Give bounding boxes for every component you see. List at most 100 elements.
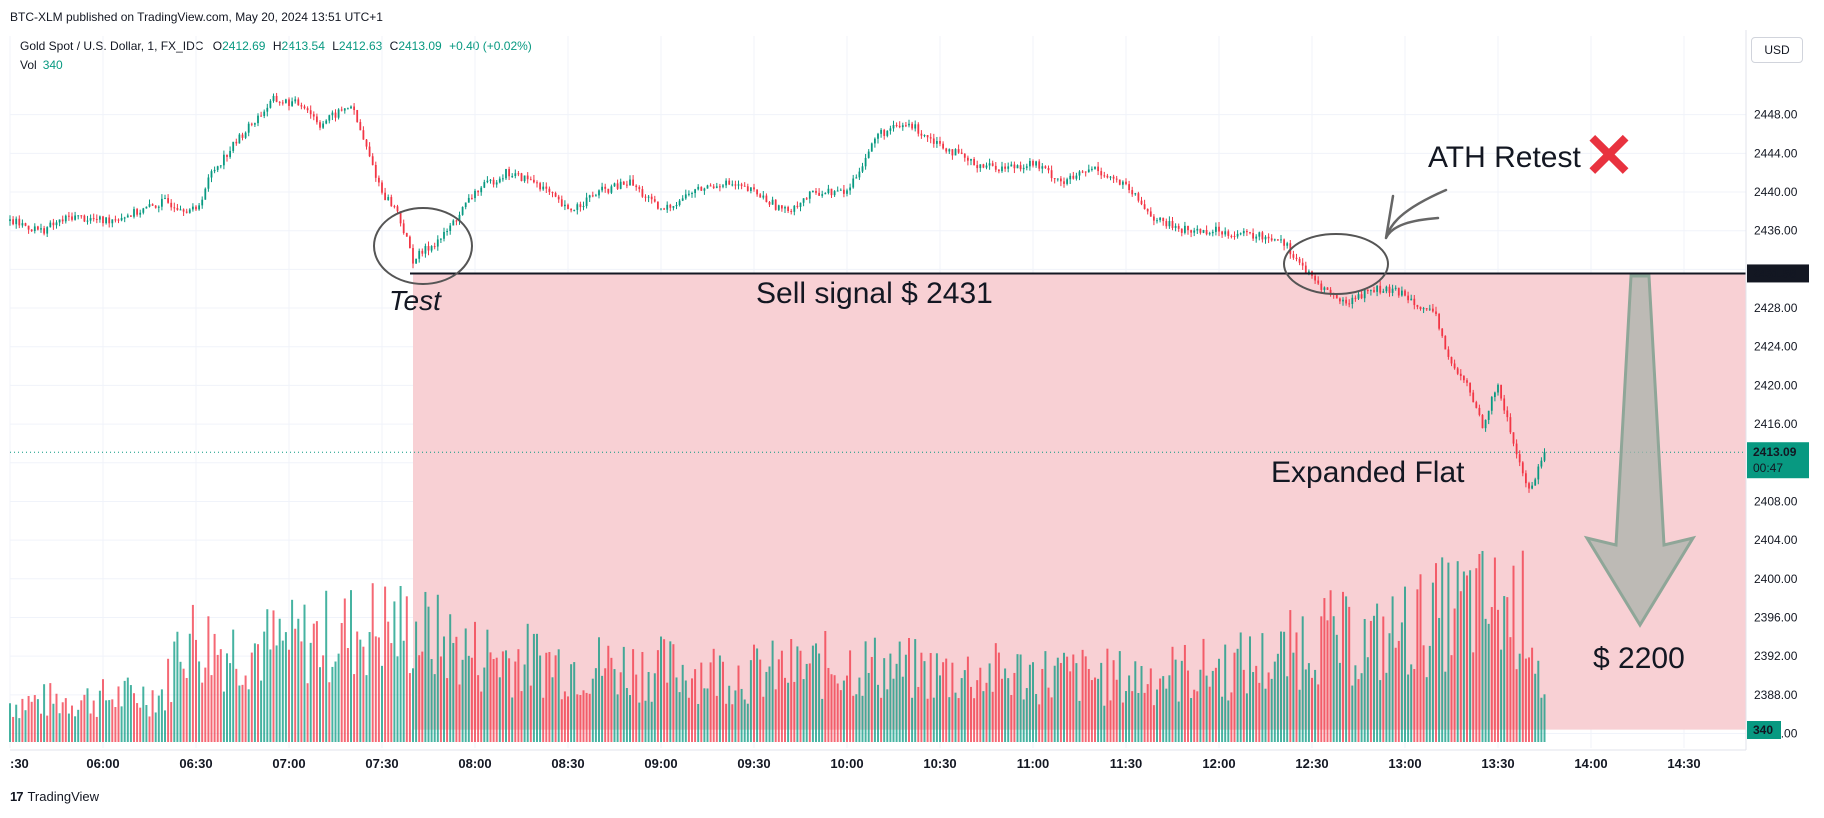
volume-bar — [182, 668, 185, 742]
volume-bar — [1304, 669, 1307, 742]
volume-bar — [532, 633, 535, 742]
candle-body — [1156, 220, 1158, 222]
volume-bar — [1199, 669, 1202, 742]
candle-body — [474, 190, 476, 199]
candle-body — [319, 122, 321, 128]
candle-body — [247, 123, 250, 133]
volume-bar — [148, 716, 151, 742]
volume-bar — [560, 699, 563, 742]
candle-body — [1497, 384, 1499, 393]
candle-body — [579, 204, 582, 208]
volume-bar — [319, 667, 321, 742]
candle-body — [449, 225, 452, 232]
candle-body — [1404, 290, 1406, 296]
candle-body — [1100, 171, 1103, 176]
candle-body — [201, 199, 204, 206]
candle-body — [1091, 168, 1093, 170]
candle-body — [343, 108, 346, 111]
volume-bar — [98, 690, 101, 742]
target-price-label: $ 2200 — [1593, 642, 1685, 675]
candle-body — [1475, 402, 1478, 408]
candle-body — [1286, 243, 1289, 246]
volume-bar — [731, 704, 734, 742]
candle-body — [1199, 228, 1202, 233]
candle-body — [1335, 294, 1338, 299]
candle-body — [709, 185, 712, 187]
volume-bar — [1342, 591, 1344, 742]
volume-bar — [1103, 705, 1106, 742]
volume-bar — [1218, 658, 1220, 742]
candle-body — [660, 208, 662, 210]
candle-body — [430, 246, 433, 251]
candle-body — [170, 202, 173, 208]
candle-body — [164, 198, 166, 200]
candle-body — [619, 181, 622, 189]
price-axis[interactable]: 2448.002444.002440.002436.002432.002428.… — [1745, 30, 1798, 750]
candle-body — [523, 175, 526, 182]
volume-bar — [12, 716, 15, 742]
candle-body — [300, 105, 303, 107]
volume-bar — [703, 688, 706, 742]
candle-body — [238, 134, 241, 144]
volume-bar — [784, 677, 786, 742]
volume-bar — [337, 653, 340, 742]
volume-bar — [1481, 550, 1484, 742]
candle-body — [945, 148, 948, 152]
close-label: C — [389, 39, 399, 53]
candle-body — [582, 206, 585, 208]
volume-bar — [1128, 675, 1131, 742]
candle-body — [1140, 200, 1143, 205]
candle-body — [1506, 410, 1509, 418]
volume-bar — [1280, 631, 1282, 742]
candle-body — [21, 223, 24, 226]
volume-bar — [418, 655, 421, 742]
candle-body — [781, 205, 783, 209]
volume-bar — [185, 677, 188, 742]
volume-bar — [198, 661, 201, 742]
candle-body — [49, 222, 52, 228]
candle-body — [1509, 417, 1512, 433]
volume-bar — [52, 703, 55, 742]
candle-body — [402, 223, 405, 234]
volume-bar — [1233, 652, 1236, 742]
candle-body — [33, 226, 36, 232]
price-tick-label: 2404.00 — [1754, 533, 1798, 547]
volume-bar — [1137, 692, 1140, 742]
volume-bar — [526, 623, 529, 742]
volume-bar — [681, 664, 684, 742]
volume-bar — [40, 713, 42, 742]
candle-body — [1218, 226, 1220, 232]
candle-body — [756, 189, 758, 195]
candle-body — [1432, 308, 1434, 312]
candle-body — [886, 130, 889, 136]
volume-bar — [1338, 662, 1341, 742]
candle-body — [663, 208, 665, 210]
volume-bars — [9, 550, 1546, 742]
currency-button[interactable]: USD — [1751, 37, 1803, 63]
volume-bar — [1469, 570, 1472, 742]
time-axis[interactable]: :30 06:00 06:30 07:00 07:30 08:00 08:30 09:00 09… — [10, 749, 1746, 771]
volume-bar — [873, 637, 876, 742]
volume-bar — [514, 661, 517, 742]
volume-bar — [1152, 705, 1155, 742]
volume-bar — [570, 664, 573, 742]
volume-bar — [455, 636, 458, 742]
volume-bar — [523, 664, 526, 742]
volume-bar — [842, 680, 845, 742]
volume-bar — [1534, 673, 1537, 742]
candle-body — [92, 218, 95, 220]
candle-body — [105, 217, 107, 224]
volume-bar — [170, 702, 173, 742]
volume-bar — [591, 678, 594, 742]
volume-bar — [71, 705, 73, 742]
candle-body — [1298, 258, 1301, 263]
volume-bar — [114, 707, 117, 742]
candle-body — [126, 215, 129, 218]
volume-bar — [1466, 575, 1468, 742]
high-label: H — [272, 39, 282, 53]
candle-body — [1326, 287, 1329, 290]
candle-body — [139, 212, 142, 215]
candle-body — [1342, 299, 1344, 302]
last-price-tag-label: 2413.09 — [1753, 445, 1797, 459]
